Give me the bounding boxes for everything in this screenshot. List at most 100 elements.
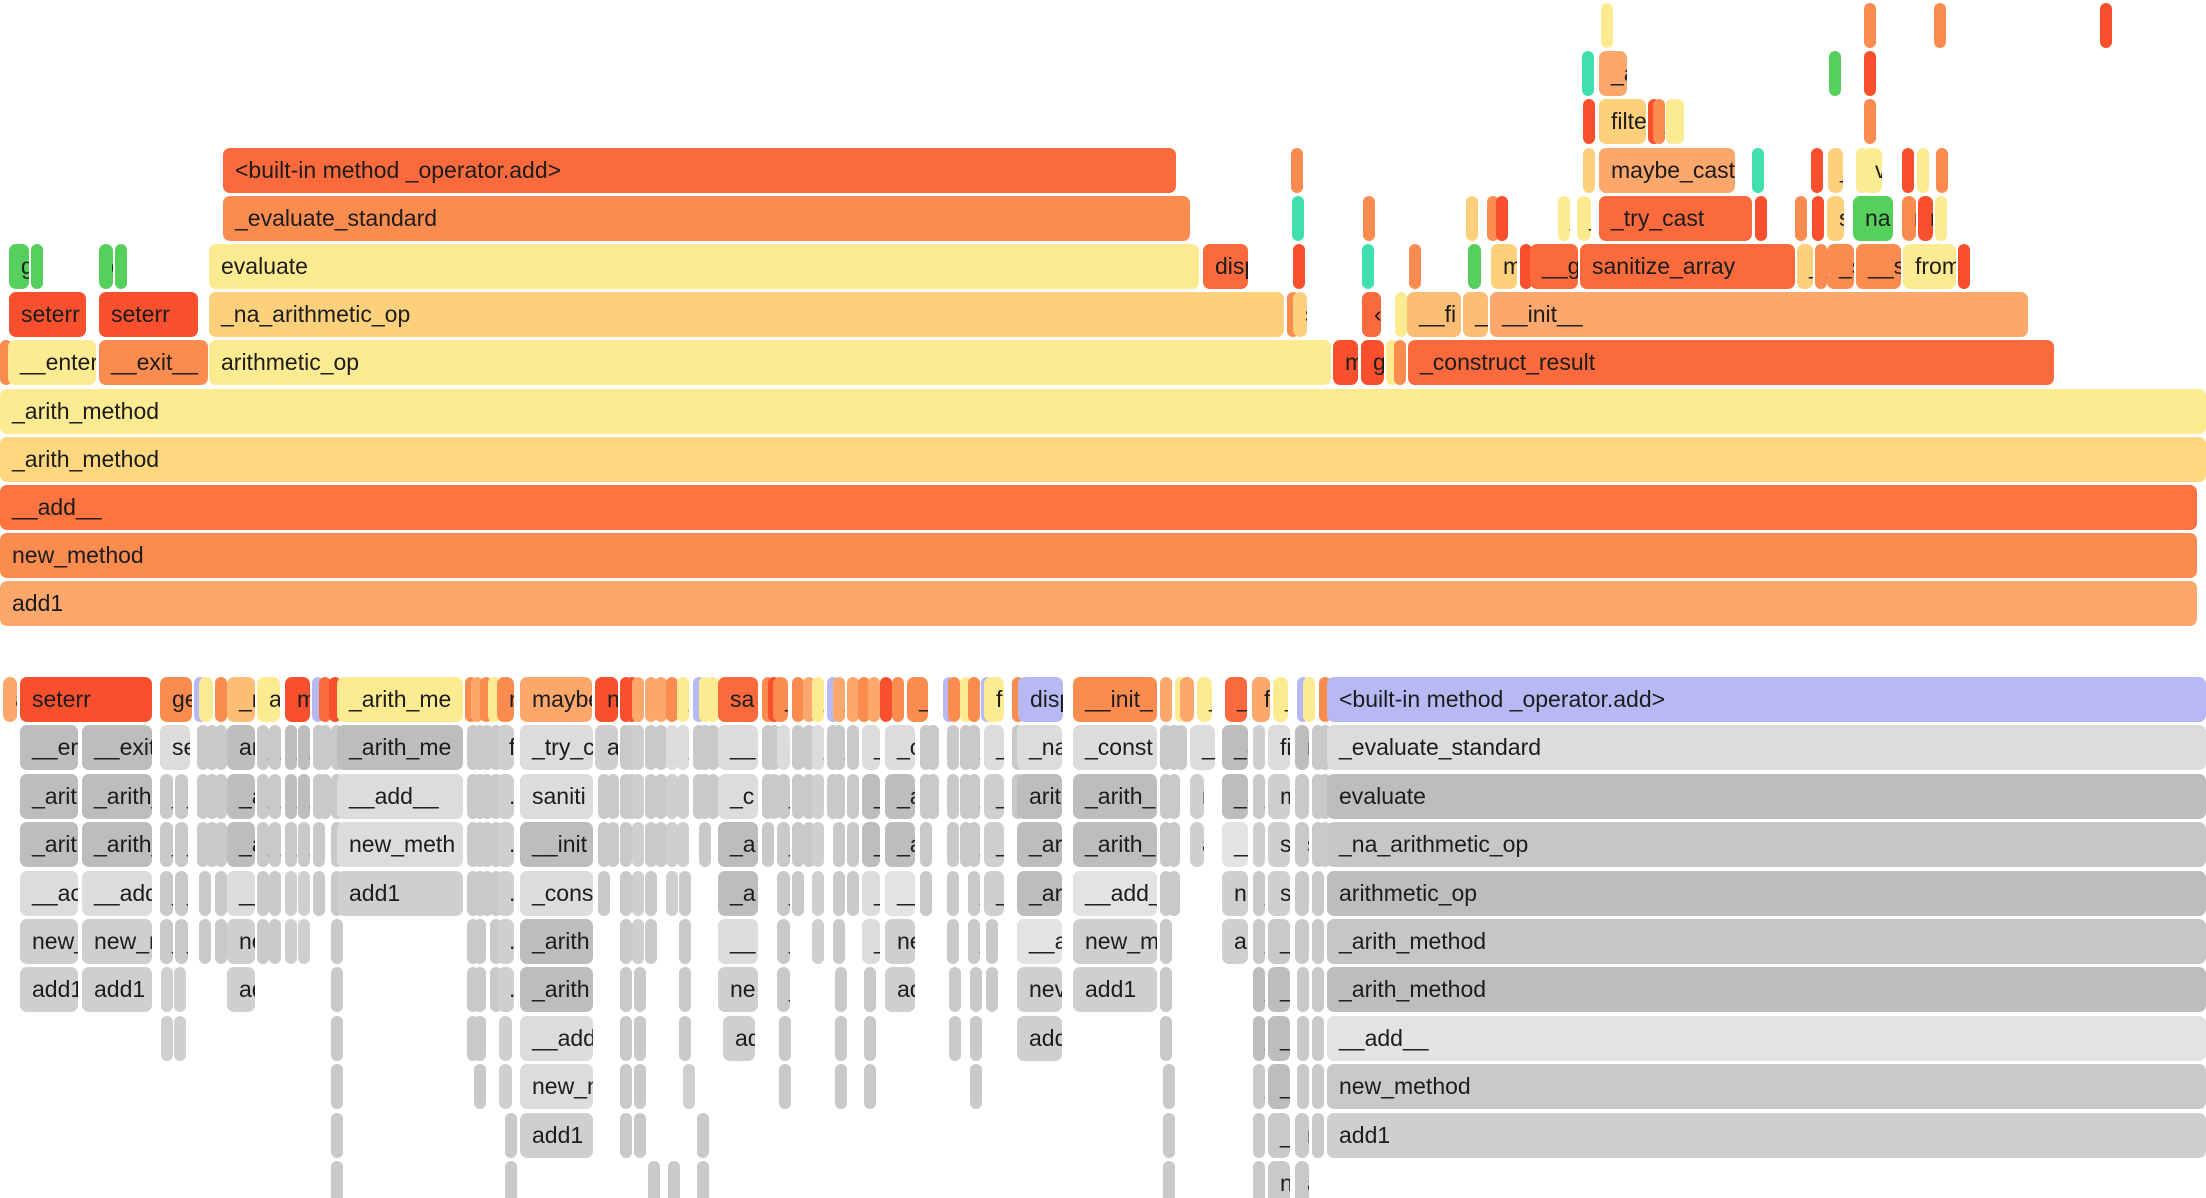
flame-frame[interactable]: __ [718,725,758,771]
flame-frame[interactable]: . [833,919,845,964]
flame-frame[interactable]: _ [269,773,281,819]
flame-frame[interactable]: _a [1222,725,1248,771]
flame-frame[interactable] [1168,773,1180,819]
flame-frame[interactable]: ‹ [677,773,689,819]
flame-frame[interactable]: _ar [1017,870,1062,916]
flame-frame[interactable]: r [1468,244,1481,289]
flame-frame[interactable]: filter [1599,99,1646,145]
flame-frame[interactable]: . [1394,340,1406,386]
flame-frame[interactable]: . [497,919,514,964]
flame-frame[interactable]: new_meth [337,822,463,868]
flame-frame[interactable]: _ [968,870,980,916]
flame-frame[interactable]: add1 [520,1112,593,1158]
flame-frame[interactable] [115,244,127,289]
flame-frame[interactable] [1312,1112,1324,1158]
flame-frame[interactable] [707,773,719,819]
flame-frame[interactable]: _evaluate_standard [1327,725,2206,771]
flame-frame[interactable] [1363,195,1375,241]
flame-frame[interactable] [215,822,227,868]
flame-frame[interactable]: a [269,919,281,964]
flame-frame[interactable] [31,244,43,289]
flame-frame[interactable] [1934,3,1946,48]
flame-frame[interactable]: _arith_method [0,436,2206,482]
flame-frame[interactable]: _a [718,822,758,868]
flame-frame[interactable]: a [257,677,280,722]
flame-frame[interactable]: arithmetic_op [1327,870,2206,916]
flame-frame[interactable] [1297,1015,1309,1061]
flame-frame[interactable]: _ [285,773,297,819]
flame-frame[interactable]: _s [1827,244,1854,289]
flame-frame[interactable]: . [812,919,824,964]
flame-frame[interactable]: m [1491,244,1517,289]
flame-frame[interactable]: s [1293,292,1307,338]
flame-frame[interactable] [331,1064,343,1110]
flame-frame[interactable]: _arith_method [1327,919,2206,964]
flame-frame[interactable]: _ [984,773,1004,819]
flame-frame[interactable] [792,822,804,868]
flame-frame[interactable]: from_ [1903,244,1956,289]
flame-frame[interactable] [949,967,961,1013]
flame-frame[interactable] [645,773,657,819]
flame-frame[interactable]: _evaluate_standard [223,195,1190,241]
flame-frame[interactable]: . [847,870,859,916]
flame-frame[interactable] [505,1161,517,1198]
flame-frame[interactable] [620,919,632,964]
flame-frame[interactable]: _arith_method [1327,967,2206,1013]
flame-frame[interactable]: evaluate [209,244,1199,289]
flame-frame[interactable] [648,1161,660,1198]
flame-frame[interactable] [697,1112,709,1158]
flame-frame[interactable] [313,822,325,868]
flame-frame[interactable] [1520,244,1532,289]
flame-frame[interactable]: _ [1815,244,1827,289]
flame-frame[interactable] [645,822,657,868]
flame-frame[interactable]: . [497,822,514,868]
flame-frame[interactable] [986,967,998,1013]
flame-frame[interactable] [505,1112,517,1158]
flame-frame[interactable]: _ [984,725,1004,771]
flame-frame[interactable]: _ [677,677,689,722]
flame-frame[interactable]: _ [968,822,980,868]
flame-frame[interactable]: a [215,919,227,964]
flame-frame[interactable] [215,773,227,819]
flame-frame[interactable]: __a [885,870,915,916]
flame-frame[interactable]: r [1902,195,1916,241]
flame-frame[interactable] [1829,51,1841,97]
flame-frame[interactable]: __init__ [1490,292,2028,338]
flame-frame[interactable] [620,822,632,868]
flame-frame[interactable]: seterr [99,292,198,338]
flame-frame[interactable]: . [833,773,845,819]
flame-frame[interactable] [1292,195,1304,241]
flame-frame[interactable]: n [1268,1161,1290,1198]
flame-frame[interactable] [792,773,804,819]
flame-frame[interactable]: _arith [520,919,593,964]
flame-frame[interactable]: _ [777,773,790,819]
flame-frame[interactable]: _ [968,725,980,771]
flame-frame[interactable]: _ [1558,195,1570,241]
flame-frame[interactable]: add1 [0,581,2197,627]
flame-frame[interactable]: _ [1268,1015,1290,1061]
flame-frame[interactable]: . [497,870,514,916]
flame-frame[interactable]: nev [885,919,915,964]
flame-frame[interactable] [655,822,667,868]
flame-frame[interactable]: disp [1203,244,1248,289]
flame-frame[interactable]: . [812,870,824,916]
flame-frame[interactable] [1409,244,1421,289]
flame-frame[interactable]: r [1295,725,1309,771]
flame-frame[interactable] [1291,147,1303,193]
flame-frame[interactable]: __enter__ [8,340,96,386]
flame-frame[interactable]: . [892,677,904,722]
flame-frame[interactable] [655,677,667,722]
flame-frame[interactable]: _arith_ [82,822,152,868]
flame-frame[interactable] [645,677,657,722]
flame-frame[interactable]: f [497,725,514,771]
flame-frame[interactable]: . [497,773,514,819]
flame-frame[interactable] [1917,147,1929,193]
flame-frame[interactable] [679,1015,691,1061]
flame-frame[interactable]: _ [257,725,269,771]
flame-frame[interactable]: __se [1856,244,1901,289]
flame-frame[interactable]: a [285,919,297,964]
flame-frame[interactable]: _ [1463,292,1488,338]
flame-frame[interactable] [620,1015,632,1061]
flame-frame[interactable]: s [1268,870,1290,916]
flame-frame[interactable] [1312,919,1324,964]
